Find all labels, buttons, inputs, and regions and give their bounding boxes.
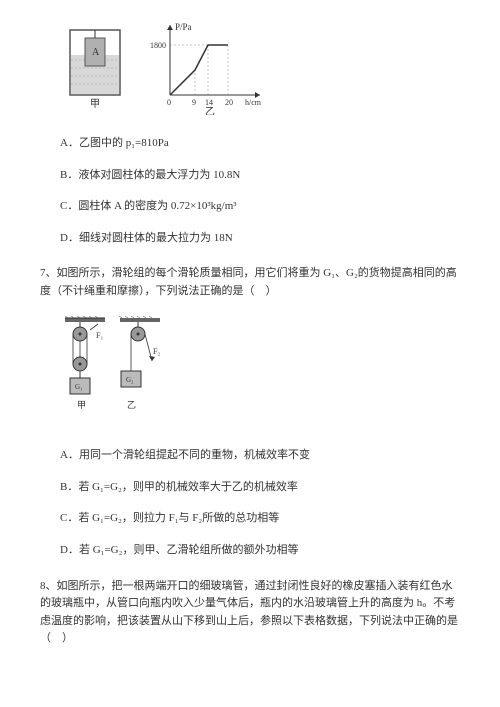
q6-option-b: B．液体对圆柱体的最大浮力为 10.8N [60, 167, 460, 185]
y-axis-label: P/Pa [175, 22, 192, 32]
f1-label: F₁ [96, 331, 103, 340]
right-chart-label: 乙 [205, 106, 215, 115]
q7-text: 7、如图所示，滑轮组的每个滑轮质量相同，用它们将重为 G₁、G₂的货物提高相同的… [40, 265, 460, 300]
q7-option-d: D．若 G₁=G₂，则甲、乙滑轮组所做的额外功相等 [60, 542, 460, 560]
q8-text: 8、如图所示，把一根两端开口的细玻璃管，通过封闭性良好的橡皮塞插入装有红色水的玻… [40, 578, 460, 648]
g2-label: G₂ [126, 376, 134, 384]
x-tick-0: 0 [167, 98, 171, 107]
x-tick-14: 14 [205, 98, 213, 107]
q7-option-b: B．若 G₁=G₂，则甲的机械效率大于乙的机械效率 [60, 479, 460, 497]
q6-left-diagram: A 甲 [60, 20, 130, 110]
block-a-label: A [92, 47, 100, 58]
q6-option-a: A．乙图中的 p₁=810Pa [60, 135, 460, 153]
y-tick-1800: 1800 [150, 41, 166, 50]
x-tick-20: 20 [225, 98, 233, 107]
x-axis-label: h/cm [245, 98, 262, 107]
pulley-left-label: 甲 [77, 400, 86, 410]
g1-label: G₁ [75, 383, 83, 391]
q6-figures: A 甲 P/Pa h/cm 1800 0 9 14 20 乙 [60, 20, 460, 115]
q7-option-c: C．若 G₁=G₂，则拉力 F₁与 F₂所做的总功相等 [60, 510, 460, 528]
pulley-right-label: 乙 [127, 400, 136, 410]
left-diagram-label: 甲 [90, 99, 100, 110]
f2-label: F₂ [153, 347, 160, 356]
q6-option-d: D．细线对圆柱体的最大拉力为 18N [60, 230, 460, 248]
q7-figure: F₁ G₁ 甲 F₂ G₂ 乙 [60, 316, 460, 433]
q6-right-chart: P/Pa h/cm 1800 0 9 14 20 乙 [150, 20, 270, 115]
x-tick-9: 9 [192, 98, 196, 107]
q7-option-a: A．用同一个滑轮组提起不同的重物，机械效率不变 [60, 447, 460, 465]
q6-option-c: C．圆柱体 A 的密度为 0.72×10³kg/m³ [60, 198, 460, 216]
